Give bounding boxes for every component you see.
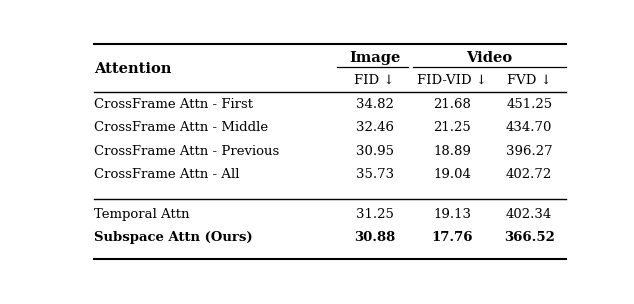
Text: 35.73: 35.73 (356, 168, 394, 181)
Text: 19.13: 19.13 (434, 208, 472, 221)
Text: Attention: Attention (94, 62, 171, 76)
Text: 17.76: 17.76 (432, 231, 473, 244)
Text: FID ↓: FID ↓ (354, 74, 395, 87)
Text: Image: Image (349, 51, 400, 65)
Text: CrossFrame Attn - Previous: CrossFrame Attn - Previous (94, 145, 279, 157)
Text: Video: Video (466, 51, 512, 65)
Text: CrossFrame Attn - All: CrossFrame Attn - All (94, 168, 240, 181)
Text: CrossFrame Attn - First: CrossFrame Attn - First (94, 98, 253, 111)
Text: CrossFrame Attn - Middle: CrossFrame Attn - Middle (94, 121, 268, 134)
Text: 31.25: 31.25 (356, 208, 394, 221)
Text: Subspace Attn (Ours): Subspace Attn (Ours) (94, 231, 252, 244)
Text: 21.25: 21.25 (434, 121, 471, 134)
Text: 18.89: 18.89 (434, 145, 472, 157)
Text: Temporal Attn: Temporal Attn (94, 208, 190, 221)
Text: 30.95: 30.95 (356, 145, 394, 157)
Text: 434.70: 434.70 (506, 121, 552, 134)
Text: 19.04: 19.04 (434, 168, 472, 181)
Text: 451.25: 451.25 (506, 98, 552, 111)
Text: 366.52: 366.52 (503, 231, 555, 244)
Text: FID-VID ↓: FID-VID ↓ (417, 74, 488, 87)
Text: 32.46: 32.46 (356, 121, 394, 134)
Text: 30.88: 30.88 (354, 231, 395, 244)
Text: 402.72: 402.72 (506, 168, 552, 181)
Text: 21.68: 21.68 (434, 98, 472, 111)
Text: 34.82: 34.82 (356, 98, 394, 111)
Text: FVD ↓: FVD ↓ (507, 74, 552, 87)
Text: 396.27: 396.27 (506, 145, 552, 157)
Text: 402.34: 402.34 (506, 208, 552, 221)
